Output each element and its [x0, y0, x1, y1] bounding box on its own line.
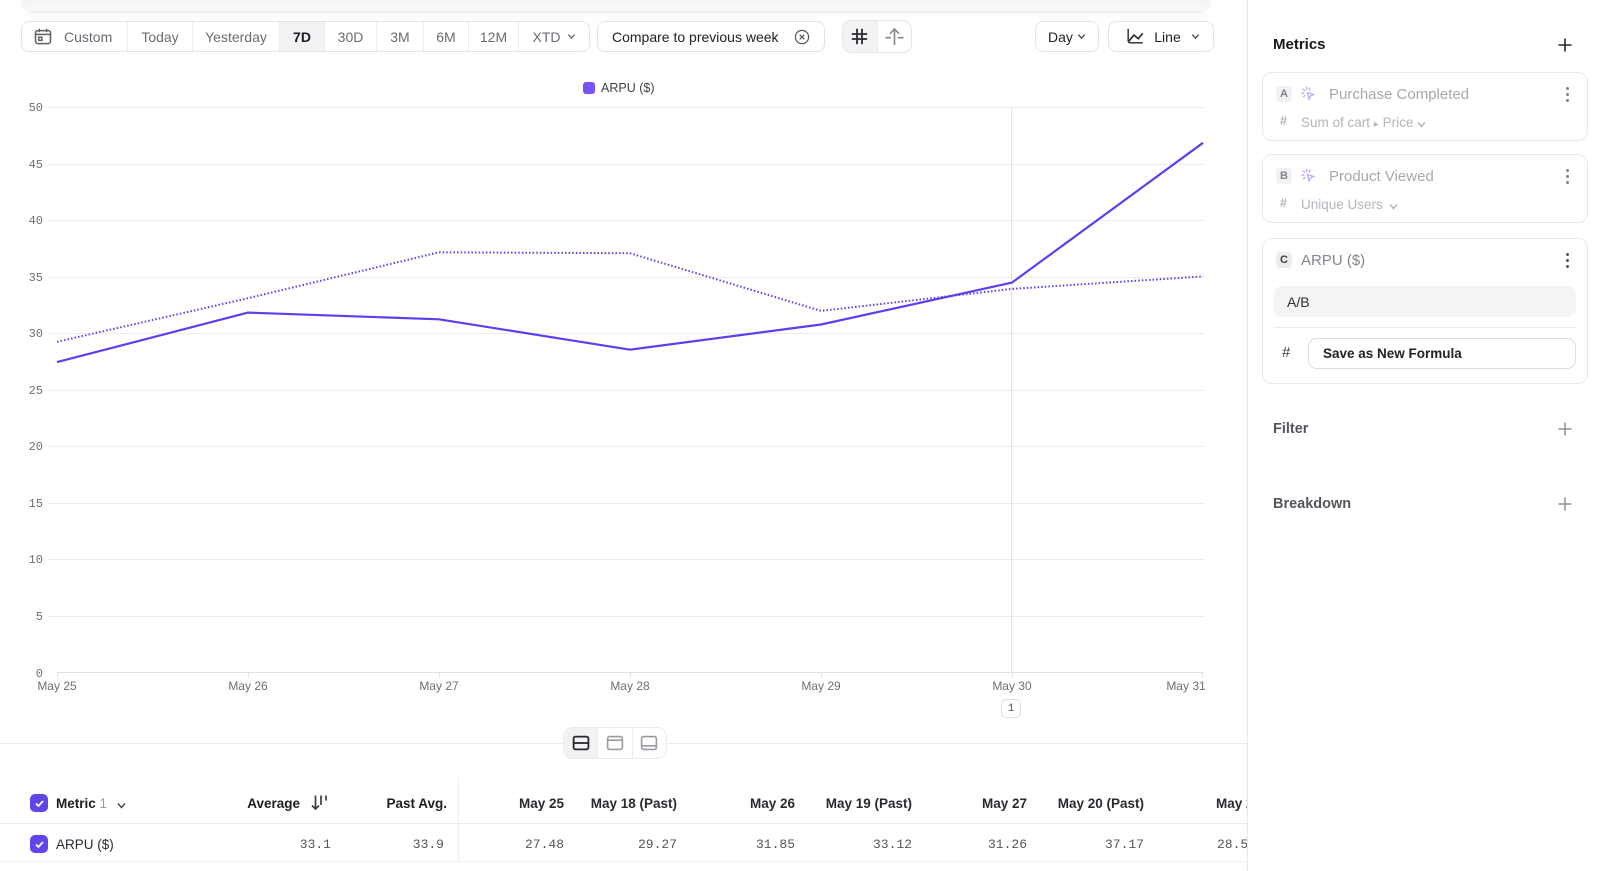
svg-text:5: 5	[36, 610, 43, 624]
svg-text:May 26: May 26	[228, 679, 268, 693]
svg-text:20: 20	[29, 440, 43, 454]
svg-text:35: 35	[29, 271, 43, 285]
svg-text:15: 15	[29, 497, 43, 511]
svg-text:0: 0	[36, 667, 43, 681]
svg-text:May 30: May 30	[992, 679, 1032, 693]
svg-text:10: 10	[29, 553, 43, 567]
svg-text:45: 45	[29, 158, 43, 172]
svg-text:May 28: May 28	[610, 679, 650, 693]
svg-text:40: 40	[29, 214, 43, 228]
svg-text:May 29: May 29	[801, 679, 841, 693]
svg-text:May 31: May 31	[1166, 679, 1206, 693]
svg-text:25: 25	[29, 384, 43, 398]
svg-text:30: 30	[29, 327, 43, 341]
svg-text:May 25: May 25	[37, 679, 77, 693]
svg-text:May 27: May 27	[419, 679, 459, 693]
svg-text:50: 50	[29, 101, 43, 115]
